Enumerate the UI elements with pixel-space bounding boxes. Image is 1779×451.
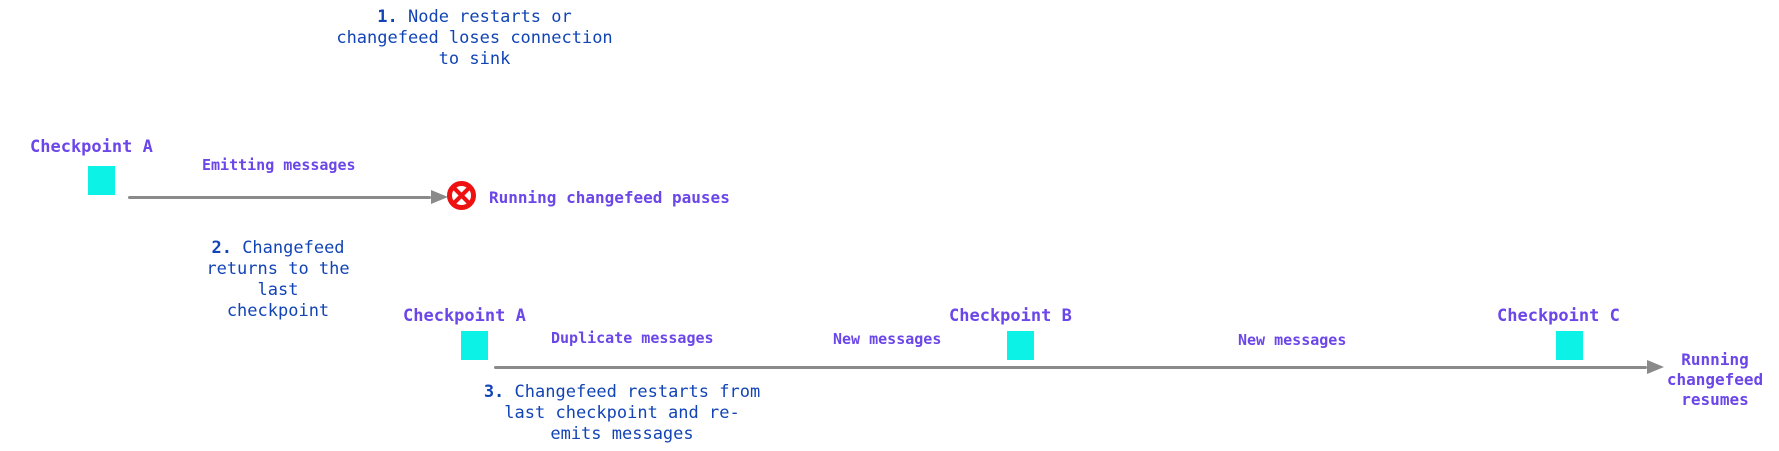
step3-line1: 3. Changefeed restarts from (470, 382, 774, 403)
checkpoint-a-before-marker (88, 166, 115, 195)
step2-line1-text: Changefeed (242, 238, 345, 258)
duplicate-messages-label: Duplicate messages (551, 329, 714, 347)
step3-number: 3. (483, 382, 505, 402)
resume-line2: changefeed (1666, 370, 1764, 389)
checkpoint-b-label: Checkpoint B (949, 306, 1072, 326)
step3-line2: last checkpoint and re- (504, 403, 740, 423)
resume-line3: resumes (1681, 390, 1749, 409)
running-changefeed-resumes-label: Running changefeed resumes (1653, 350, 1777, 410)
step2-line1: 2. Changefeed (178, 238, 378, 259)
step3-line3: emits messages (550, 424, 694, 444)
timeline-after-arrow-line (494, 366, 1647, 369)
resume-line1: Running (1681, 350, 1749, 369)
checkpoint-a-after-label: Checkpoint A (403, 306, 526, 326)
step3-line1-text: Changefeed restarts from (514, 382, 761, 402)
checkpoint-c-label: Checkpoint C (1497, 306, 1620, 326)
timeline-before-arrow-line (128, 196, 431, 199)
new-messages-label-2: New messages (1238, 331, 1347, 349)
running-changefeed-pauses-label: Running changefeed pauses (489, 188, 730, 207)
emitting-messages-label: Emitting messages (202, 156, 356, 174)
step2-number: 2. (211, 238, 232, 258)
checkpoint-a-before-label: Checkpoint A (30, 137, 153, 157)
step1-line1: 1. Node restarts or (300, 7, 649, 28)
checkpoint-c-marker (1556, 331, 1583, 360)
step2-annotation: 2. Changefeed returns to the last checkp… (178, 238, 378, 322)
step2-line4: checkpoint (226, 301, 330, 321)
new-messages-label-1: New messages (833, 330, 942, 348)
step3-annotation: 3. Changefeed restarts from last checkpo… (470, 382, 774, 445)
timeline-after-arrowhead-icon (1647, 360, 1664, 374)
step1-number: 1. (377, 7, 398, 27)
step2-line2: returns to the (206, 259, 350, 279)
timeline-before-arrowhead-icon (431, 190, 448, 204)
pause-cancel-icon (447, 181, 476, 210)
checkpoint-a-after-marker (461, 331, 488, 360)
step1-line1-text: Node restarts or (407, 7, 572, 27)
checkpoint-b-marker (1007, 331, 1034, 360)
step1-line2: changefeed loses connection (336, 28, 613, 48)
step1-line3: to sink (438, 49, 511, 69)
step2-line3: last (257, 280, 299, 300)
step1-annotation: 1. Node restarts or changefeed loses con… (300, 7, 649, 70)
